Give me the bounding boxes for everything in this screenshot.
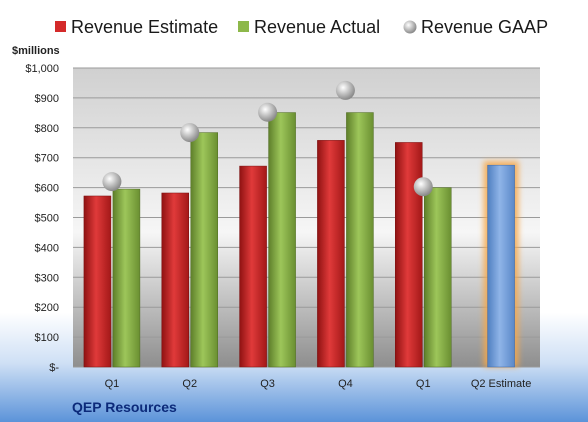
legend-item-revenue-estimate: Revenue Estimate (55, 17, 218, 37)
x-axis-ticks: Q1 Q2 Q3 Q4 Q1 Q2 Estimate (105, 378, 532, 390)
gaap-markers (102, 80, 433, 197)
y-axis-unit-label: $millions (12, 45, 60, 57)
bar-q2-estimate (487, 164, 515, 368)
legend-label-revenue-estimate: Revenue Estimate (71, 17, 218, 37)
y-tick-label: $400 (35, 242, 59, 254)
marker-revenue-gaap (258, 102, 278, 122)
marker-revenue-gaap (413, 177, 433, 197)
bar-revenue-actual (424, 187, 452, 368)
bars (83, 112, 519, 368)
marker-revenue-gaap (335, 80, 355, 100)
legend-swatch-revenue-actual (238, 21, 249, 32)
y-tick-label: $300 (35, 272, 59, 284)
y-axis-ticks: $- $100 $200 $300 $400 $500 $600 $700 $800 $900 $1… (25, 63, 59, 374)
marker-revenue-gaap (102, 172, 122, 192)
bar-revenue-actual (346, 112, 374, 368)
legend-item-revenue-gaap: Revenue GAAP (403, 17, 548, 37)
x-tick-label: Q2 Estimate (471, 378, 532, 390)
x-tick-label: Q1 (105, 378, 120, 390)
bar-revenue-actual (268, 112, 296, 368)
y-tick-label: $1,000 (25, 63, 59, 75)
y-tick-label: $200 (35, 302, 59, 314)
x-tick-label: Q1 (416, 378, 431, 390)
marker-revenue-gaap (180, 123, 200, 143)
x-tick-label: Q4 (338, 378, 353, 390)
legend-item-revenue-actual: Revenue Actual (238, 17, 380, 37)
bar-revenue-estimate (317, 140, 345, 368)
bar-revenue-estimate (161, 192, 189, 368)
legend-label-revenue-actual: Revenue Actual (254, 17, 380, 37)
bar-revenue-estimate (83, 195, 112, 368)
y-tick-label: $600 (35, 183, 59, 195)
legend-marker-revenue-gaap (403, 20, 417, 34)
legend-swatch-revenue-estimate (55, 21, 66, 32)
legend: Revenue Estimate Revenue Actual Revenue … (55, 17, 548, 37)
bar-revenue-estimate (395, 142, 423, 368)
x-tick-label: Q2 (182, 378, 197, 390)
y-tick-label: $900 (35, 93, 59, 105)
gridlines (73, 67, 540, 368)
company-name: QEP Resources (72, 399, 177, 415)
bar-revenue-estimate (239, 165, 267, 368)
y-tick-label: $100 (35, 332, 59, 344)
bar-revenue-actual (190, 132, 218, 368)
bar-revenue-actual (112, 188, 141, 368)
y-tick-label: $500 (35, 213, 59, 225)
x-tick-label: Q3 (260, 378, 275, 390)
y-tick-label: $700 (35, 153, 59, 165)
y-tick-label: $800 (35, 123, 59, 135)
legend-label-revenue-gaap: Revenue GAAP (421, 17, 548, 37)
y-tick-label: $- (49, 362, 59, 374)
